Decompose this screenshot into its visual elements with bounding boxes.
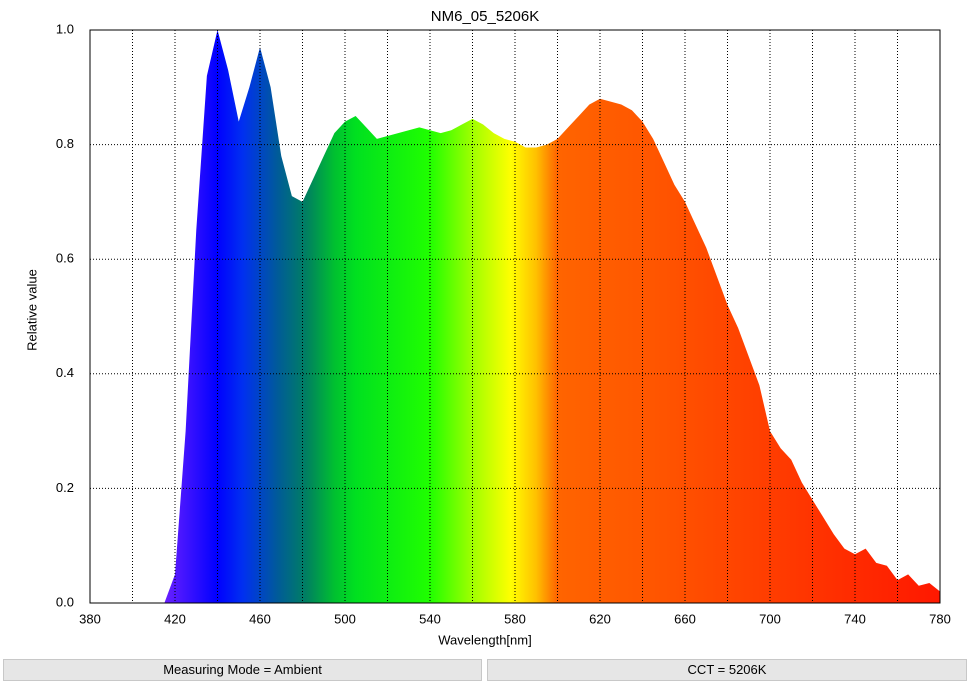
x-tick-label: 660 — [674, 611, 696, 626]
y-tick-label: 0.4 — [56, 365, 74, 380]
y-tick-label: 0.8 — [56, 136, 74, 151]
x-tick-label: 580 — [504, 611, 526, 626]
status-measuring-mode: Measuring Mode = Ambient — [3, 659, 482, 681]
plot-frame — [89, 29, 941, 604]
x-tick-label: 620 — [589, 611, 611, 626]
x-tick-label: 700 — [759, 611, 781, 626]
y-tick-label: 0.2 — [56, 480, 74, 495]
y-tick-label: 0.6 — [56, 251, 74, 266]
x-tick-label: 420 — [164, 611, 186, 626]
spectrum-area — [90, 30, 940, 603]
y-tick-label: 1.0 — [56, 21, 74, 36]
x-tick-label: 460 — [249, 611, 271, 626]
x-axis-label: Wavelength[nm] — [438, 632, 531, 647]
y-tick-label: 0.0 — [56, 594, 74, 609]
x-tick-label: 500 — [334, 611, 356, 626]
y-axis-label: Relative value — [24, 269, 39, 351]
x-tick-label: 540 — [419, 611, 441, 626]
x-tick-label: 740 — [844, 611, 866, 626]
x-tick-label: 380 — [79, 611, 101, 626]
status-cct: CCT = 5206K — [487, 659, 967, 681]
chart-title: NM6_05_5206K — [431, 8, 539, 25]
chart: NM6_05_5206K Wavelength[nm] Relative val… — [24, 8, 951, 647]
x-tick-label: 780 — [929, 611, 951, 626]
